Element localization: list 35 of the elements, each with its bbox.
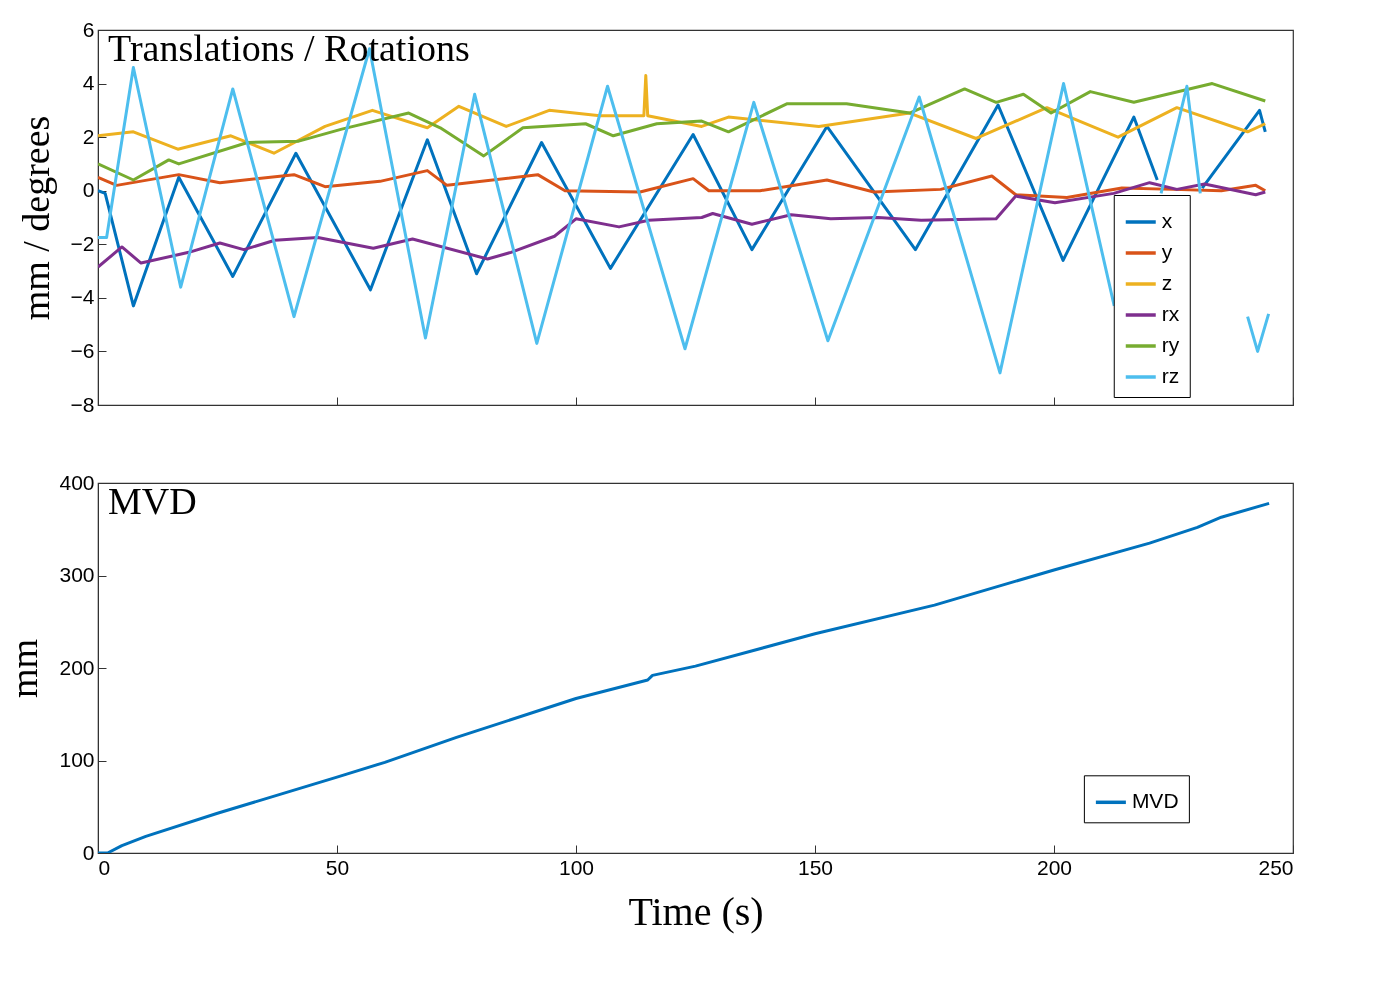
legend-label: ry (1161, 333, 1180, 356)
x-tick-label: 150 (797, 855, 834, 879)
x-tick-label: 100 (558, 855, 595, 879)
line-series (98, 74, 1267, 155)
y-tick-label: 200 (59, 655, 95, 679)
line-series (98, 82, 1267, 182)
y-tick-label: 2 (82, 124, 95, 148)
x-axis-title: Time (s) (628, 888, 764, 934)
y-tick-label: 0 (82, 840, 95, 864)
y-tick-label: −4 (70, 285, 95, 309)
y-tick-label: −6 (70, 338, 95, 362)
legend-label: rx (1161, 302, 1180, 325)
y-axis-title: mm / degrees (14, 115, 57, 321)
legend-label: z (1161, 271, 1173, 294)
chart-title: Translations / Rotations (108, 27, 470, 69)
line-series (98, 181, 1267, 269)
legend-label: MVD (1131, 789, 1179, 813)
y-tick-label: 100 (59, 748, 95, 771)
line-series (98, 169, 1267, 199)
legend-label: x (1161, 209, 1173, 232)
x-tick-label: 200 (1036, 855, 1073, 879)
y-tick-label: 6 (82, 17, 95, 41)
x-tick-label: 0 (98, 855, 111, 879)
legend-label: y (1161, 240, 1173, 263)
y-tick-label: 4 (82, 71, 95, 95)
x-tick-label: 250 (1258, 855, 1294, 879)
y-tick-label: 400 (59, 470, 95, 494)
y-tick-label: −8 (70, 392, 95, 416)
legend-label: rz (1161, 364, 1180, 387)
y-tick-label: 0 (82, 178, 95, 202)
y-tick-label: −2 (70, 231, 95, 255)
chart-title: MVD (108, 480, 197, 522)
y-axis-title: mm (3, 638, 46, 699)
y-tick-label: 300 (59, 563, 95, 586)
x-tick-label: 50 (325, 855, 350, 879)
